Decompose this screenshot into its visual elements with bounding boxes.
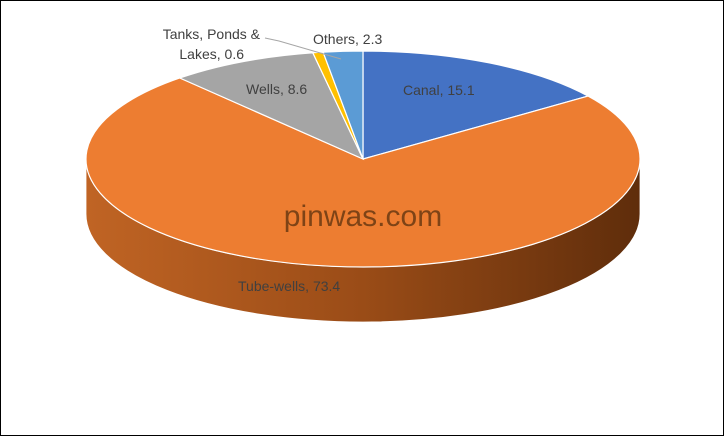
label-tube-wells: Tube-wells, 73.4	[238, 278, 340, 294]
pie-slice-wells	[178, 52, 365, 161]
pie-slice-others	[322, 50, 364, 160]
pie-slice-tube-wells	[85, 77, 641, 268]
label-tanks-line2: Lakes, 0.6	[179, 46, 244, 62]
label-others: Others, 2.3	[313, 31, 382, 47]
leader-line-tanks	[264, 37, 342, 60]
pie-slice-canal	[362, 50, 590, 160]
watermark-text: pinwas.com	[284, 200, 442, 233]
label-canal: Canal, 15.1	[403, 82, 475, 98]
label-tanks-line1: Tanks, Ponds &	[163, 26, 261, 42]
label-wells: Wells, 8.6	[246, 81, 307, 97]
pie-top-layer	[85, 50, 641, 268]
